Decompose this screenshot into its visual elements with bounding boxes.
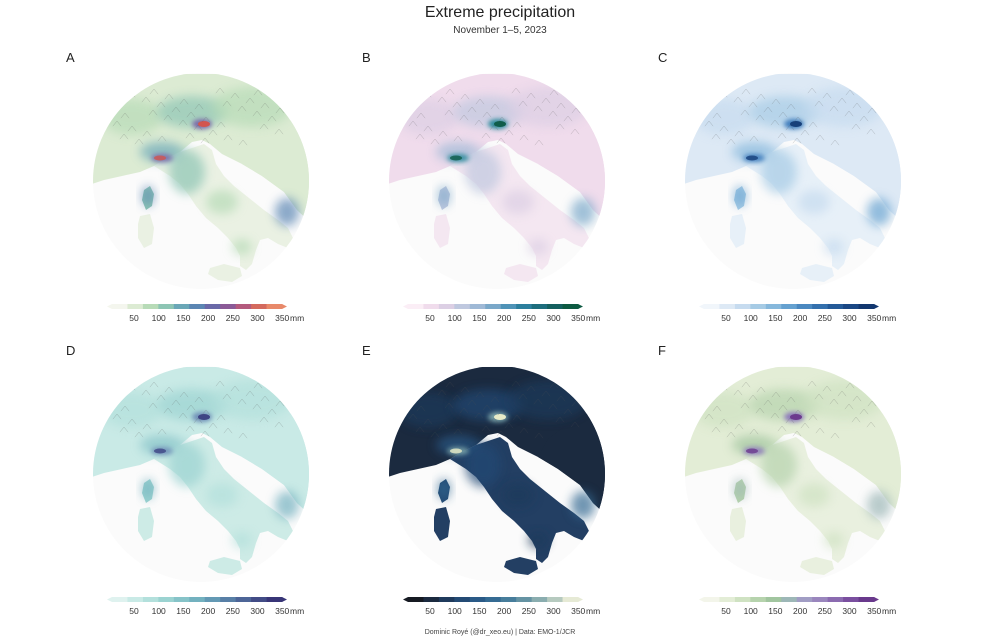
legend-tick-label: 50 (129, 606, 139, 616)
legend-tick-label: 350 (571, 313, 585, 323)
legend-tick-label: 50 (721, 606, 731, 616)
legend-tick-label: 350 (867, 606, 881, 616)
color-legend-f: 50 100 150 200 250 300 350 mm (699, 597, 896, 616)
legend-tick-label: 300 (250, 606, 264, 616)
legend-tick-label: 350 (867, 313, 881, 323)
legend-tick-label: 200 (497, 313, 511, 323)
legend-tick-label: 50 (425, 606, 435, 616)
panel-letter-b: B (362, 50, 371, 65)
color-legend-d: 50 100 150 200 250 300 350 mm (107, 597, 304, 616)
legend-tick-label: 200 (793, 606, 807, 616)
chart-subtitle: November 1–5, 2023 (453, 25, 547, 36)
precipitation-map-d (93, 366, 309, 582)
legend-unit-label: mm (586, 606, 600, 616)
color-legend-b: 50 100 150 200 250 300 350 mm (403, 304, 600, 323)
panel-letter-e: E (362, 343, 371, 358)
legend-tick-label: 50 (129, 313, 139, 323)
legend-tick-label: 300 (546, 606, 560, 616)
legend-tick-label: 300 (250, 313, 264, 323)
legend-tick-label: 350 (275, 606, 289, 616)
legend-unit-label: mm (586, 313, 600, 323)
legend-tick-label: 350 (571, 606, 585, 616)
legend-tick-label: 200 (201, 606, 215, 616)
legend-tick-label: 150 (768, 606, 782, 616)
legend-tick-label: 250 (226, 313, 240, 323)
legend-tick-label: 100 (448, 606, 462, 616)
legend-tick-label: 50 (425, 313, 435, 323)
legend-tick-label: 250 (522, 313, 536, 323)
legend-tick-label: 250 (818, 606, 832, 616)
legend-tick-label: 150 (176, 606, 190, 616)
legend-tick-label: 250 (818, 313, 832, 323)
legend-tick-label: 100 (152, 313, 166, 323)
precipitation-map-e (389, 366, 605, 582)
panel-letter-c: C (658, 50, 668, 65)
panel-letter-f: F (658, 343, 666, 358)
legend-tick-label: 250 (522, 606, 536, 616)
legend-tick-label: 50 (721, 313, 731, 323)
precipitation-map-a (93, 73, 309, 289)
legend-tick-label: 250 (226, 606, 240, 616)
legend-unit-label: mm (882, 606, 896, 616)
legend-tick-label: 100 (152, 606, 166, 616)
legend-unit-label: mm (882, 313, 896, 323)
legend-tick-label: 300 (546, 313, 560, 323)
chart-title: Extreme precipitation (424, 4, 576, 21)
color-legend-e: 50 100 150 200 250 300 350 mm (403, 597, 600, 616)
legend-tick-label: 100 (448, 313, 462, 323)
precipitation-map-c (685, 73, 901, 289)
legend-unit-label: mm (290, 313, 304, 323)
panel-letter-d: D (66, 343, 76, 358)
legend-tick-label: 150 (176, 313, 190, 323)
legend-tick-label: 200 (793, 313, 807, 323)
legend-tick-label: 150 (472, 606, 486, 616)
color-legend-a: 50 100 150 200 250 300 350 mm (107, 304, 304, 323)
legend-tick-label: 300 (842, 313, 856, 323)
legend-tick-label: 350 (275, 313, 289, 323)
panel-letter-a: A (66, 50, 75, 65)
color-legend-c: 50 100 150 200 250 300 350 mm (699, 304, 896, 323)
legend-tick-label: 200 (497, 606, 511, 616)
source-caption: Dominic Royé (@dr_xeo.eu) | Data: EMO-1/… (424, 629, 576, 636)
legend-tick-label: 100 (744, 606, 758, 616)
legend-tick-label: 300 (842, 606, 856, 616)
legend-tick-label: 200 (201, 313, 215, 323)
precipitation-map-b (389, 73, 605, 289)
precipitation-map-f (685, 366, 901, 582)
legend-unit-label: mm (290, 606, 304, 616)
legend-tick-label: 150 (768, 313, 782, 323)
legend-tick-label: 150 (472, 313, 486, 323)
legend-tick-label: 100 (744, 313, 758, 323)
